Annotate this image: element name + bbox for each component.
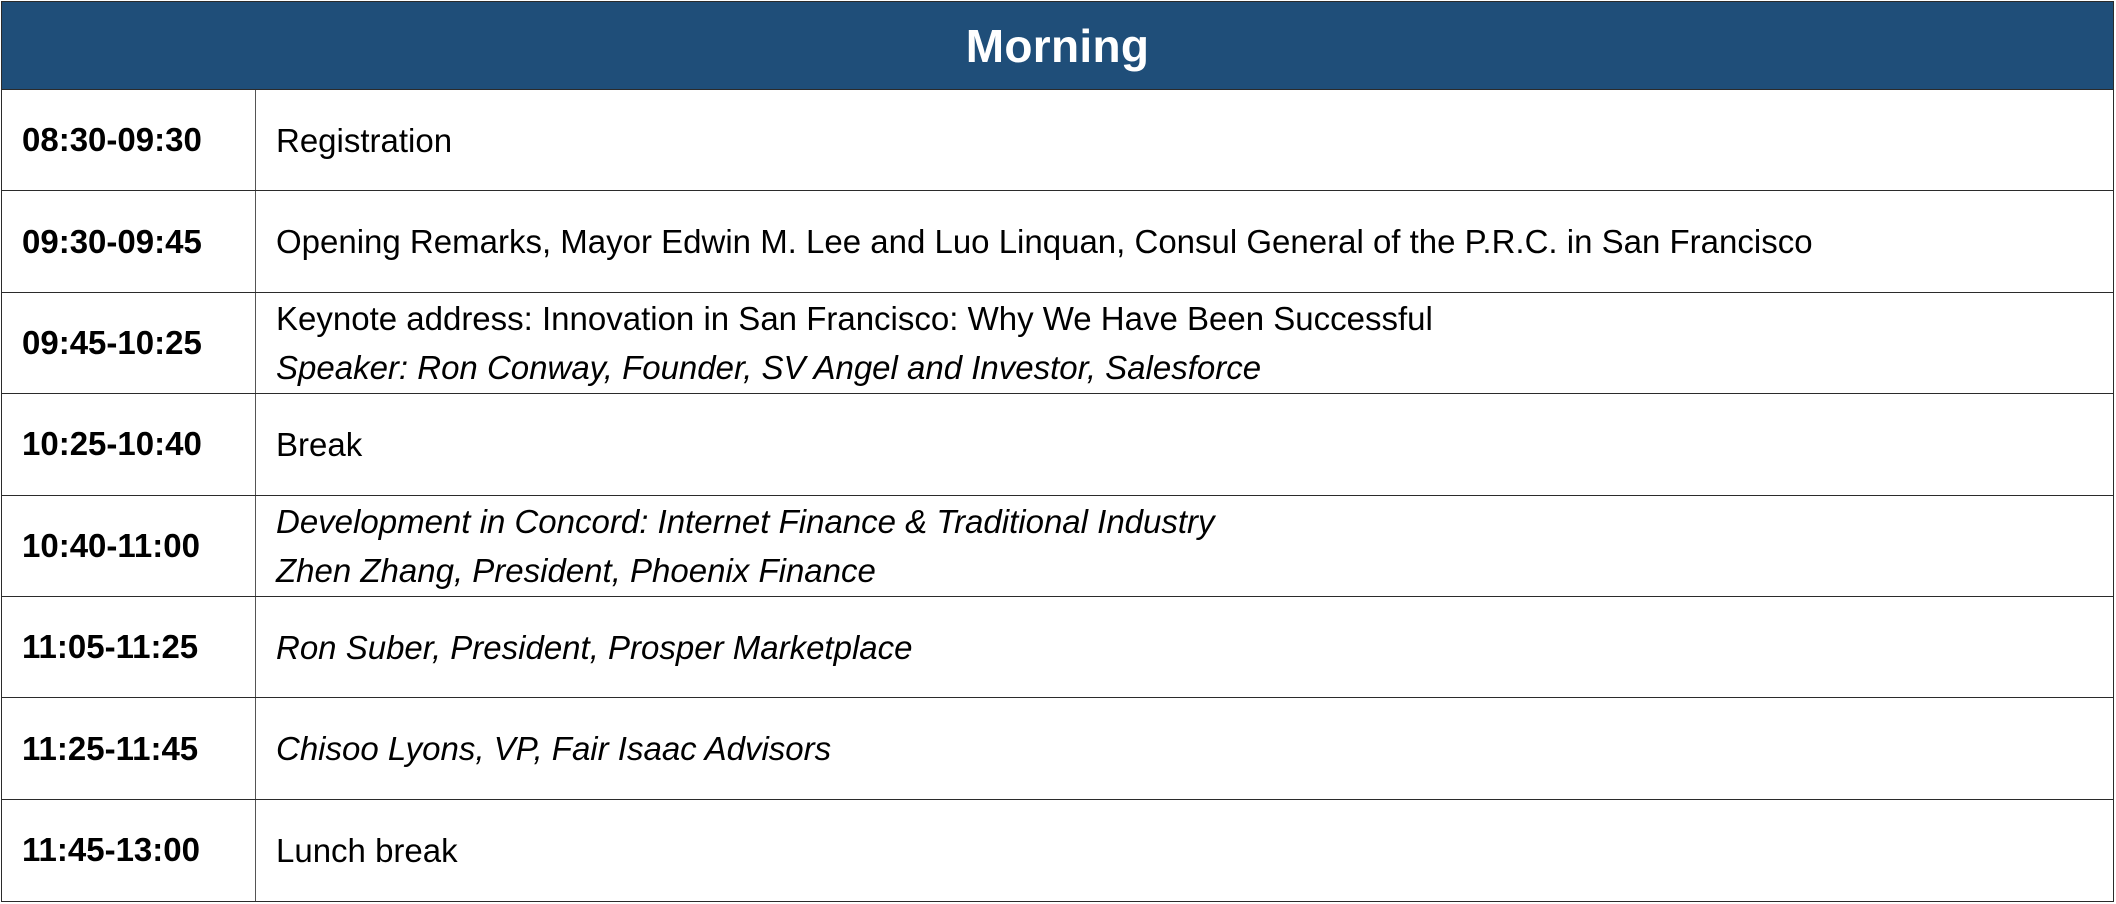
description-line: Ron Suber, President, Prosper Marketplac… [276,628,913,666]
description-cell: Break [256,394,2113,494]
description-cell: Registration [256,90,2113,190]
time-cell: 11:45-13:00 [2,799,256,902]
description-cell: Ron Suber, President, Prosper Marketplac… [256,597,2113,697]
speaker-line: Zhen Zhang, President, Phoenix Finance [276,551,876,589]
description-line: Registration [276,121,453,159]
description-cell: Development in Concord: Internet Finance… [256,496,2113,596]
description-cell: Chisoo Lyons, VP, Fair Isaac Advisors [256,698,2113,798]
description-line: Lunch break [276,831,458,869]
description-cell: Lunch break [256,800,2113,901]
time-cell: 09:30-09:45 [2,191,256,292]
description-line: Opening Remarks, Mayor Edwin M. Lee and … [276,223,1813,261]
table-row: 09:30-09:45 Opening Remarks, Mayor Edwin… [2,191,2113,293]
description-line: Chisoo Lyons, VP, Fair Isaac Advisors [276,730,832,768]
table-row: 10:25-10:40 Break [2,394,2113,496]
description-line: Keynote address: Innovation in San Franc… [276,299,1433,337]
time-cell: 11:25-11:45 [2,698,256,799]
table-row: 11:25-11:45 Chisoo Lyons, VP, Fair Isaac… [2,698,2113,800]
time-cell: 10:40-11:00 [2,495,256,596]
time-cell: 08:30-09:30 [2,90,256,191]
description-line: Development in Concord: Internet Finance… [276,502,1215,540]
speaker-line: Speaker: Ron Conway, Founder, SV Angel a… [276,348,1262,386]
table-row: 10:40-11:00 Development in Concord: Inte… [2,495,2113,597]
description-cell: Opening Remarks, Mayor Edwin M. Lee and … [256,191,2113,291]
table-row: 11:45-13:00 Lunch break [2,799,2113,902]
table-row: 11:05-11:25 Ron Suber, President, Prospe… [2,596,2113,699]
description-cell: Keynote address: Innovation in San Franc… [256,293,2113,393]
table-row: 09:45-10:25 Keynote address: Innovation … [2,292,2113,395]
description-line: Break [276,425,363,463]
time-cell: 11:05-11:25 [2,596,256,698]
table-header: Morning [2,2,2113,90]
table-row: 08:30-09:30 Registration [2,90,2113,192]
time-cell: 10:25-10:40 [2,394,256,495]
time-cell: 09:45-10:25 [2,292,256,394]
